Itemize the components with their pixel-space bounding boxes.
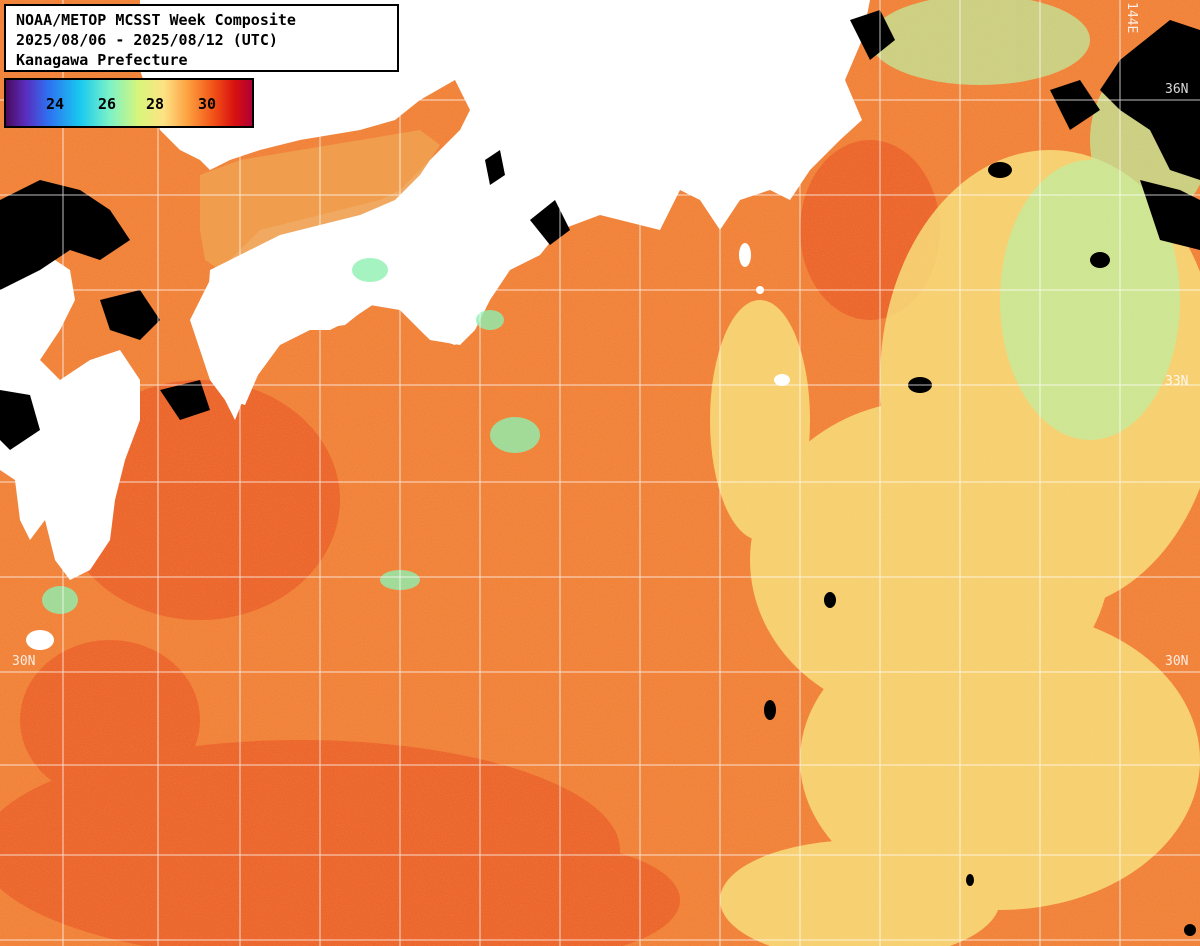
lat-label-36-right: 36N bbox=[1165, 82, 1189, 97]
lat-label-33-right: 33N bbox=[1165, 374, 1189, 389]
green-speckles bbox=[42, 258, 540, 614]
lat-label-30-right: 30N bbox=[1165, 654, 1189, 669]
map-region: Kanagawa Prefecture bbox=[16, 51, 188, 69]
map-date-range: 2025/08/06 - 2025/08/12 (UTC) bbox=[16, 31, 278, 49]
cloud-patches bbox=[0, 10, 1200, 936]
lon-label-136e: 136E bbox=[485, 2, 500, 34]
land-shikoku bbox=[205, 235, 470, 405]
temperature-colorbar: 24 26 28 30 bbox=[4, 78, 254, 128]
lon-label-144e: 144E bbox=[1124, 2, 1139, 34]
map-title: NOAA/METOP MCSST Week Composite bbox=[16, 11, 296, 29]
land-kyushu bbox=[0, 250, 140, 580]
small-islands bbox=[26, 179, 790, 650]
lat-label-30-left: 30N bbox=[12, 654, 36, 669]
colorbar-tick-24: 24 bbox=[46, 95, 65, 113]
lat-label-33-left: 33 bbox=[8, 374, 24, 389]
map-title-box: NOAA/METOP MCSST Week Composite 2025/08/… bbox=[4, 4, 399, 72]
colorbar-tick-26: 26 bbox=[98, 95, 117, 113]
colorbar-tick-30: 30 bbox=[198, 95, 217, 113]
colorbar-tick-28: 28 bbox=[146, 95, 165, 113]
